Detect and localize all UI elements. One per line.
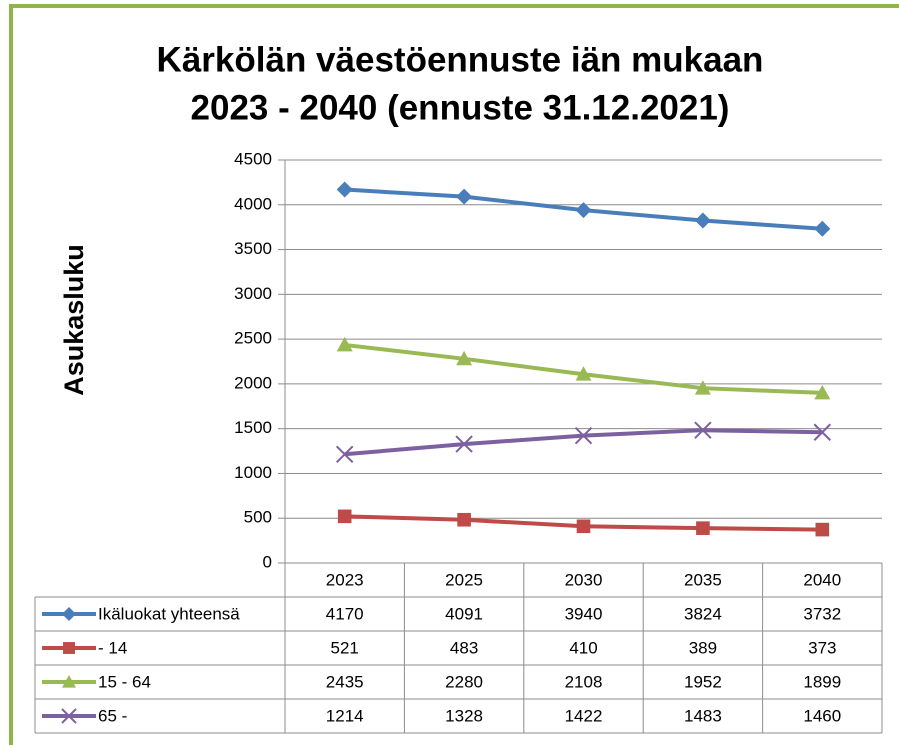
table-value: 2280 (445, 672, 483, 691)
x-tick-label: 2025 (445, 570, 483, 589)
marker (574, 426, 593, 445)
table-value: 3732 (803, 604, 841, 623)
marker (455, 435, 473, 453)
table-value: 4091 (445, 604, 483, 623)
legend-label: 15 - 64 (98, 672, 151, 691)
y-tick-label: 2500 (234, 329, 272, 348)
y-axis-label: Asukasluku (59, 244, 89, 396)
marker (456, 188, 473, 205)
marker (576, 519, 591, 534)
table-value: 2108 (565, 672, 603, 691)
marker (337, 509, 352, 524)
table-value: 4170 (326, 604, 364, 623)
legend-label: Ikäluokat yhteensä (98, 604, 240, 623)
table-value: 483 (450, 638, 478, 657)
marker (575, 202, 592, 219)
marker (456, 350, 473, 366)
table-value: 1483 (684, 706, 722, 725)
table-value: 1460 (803, 706, 841, 725)
y-tick-label: 4000 (234, 194, 272, 213)
marker (815, 522, 830, 537)
table-value: 1214 (326, 706, 364, 725)
y-tick-label: 4500 (234, 149, 272, 168)
marker (814, 384, 831, 400)
legend-marker (61, 708, 77, 724)
x-tick-label: 2035 (684, 570, 722, 589)
marker (694, 380, 711, 395)
y-tick-label: 500 (244, 508, 272, 527)
table-value: 1328 (445, 706, 483, 725)
y-tick-label: 2000 (234, 373, 272, 392)
frame (9, 4, 899, 745)
y-tick-label: 1000 (234, 463, 272, 482)
chart-title: 2023 - 2040 (ennuste 31.12.2021) (191, 88, 730, 127)
marker (336, 336, 353, 352)
table-value: 389 (689, 638, 717, 657)
y-tick-label: 3000 (234, 284, 272, 303)
table-value: 3940 (565, 604, 603, 623)
chart-title: Kärkölän väestöennuste iän mukaan (157, 40, 764, 79)
marker (813, 423, 832, 441)
table-value: 373 (808, 638, 836, 657)
table-value: 410 (569, 638, 597, 657)
table-value: 1952 (684, 672, 722, 691)
table-value: 3824 (684, 604, 722, 623)
marker (336, 181, 353, 198)
table-value: 2435 (326, 672, 364, 691)
y-tick-label: 0 (263, 552, 272, 571)
x-tick-label: 2030 (565, 570, 603, 589)
marker (696, 521, 710, 535)
marker (335, 445, 354, 463)
marker (694, 212, 711, 229)
table-value: 1899 (803, 672, 841, 691)
table-value: 1422 (565, 706, 603, 725)
legend-marker (62, 675, 76, 688)
y-tick-label: 1500 (234, 418, 272, 437)
table-value: 521 (331, 638, 359, 657)
marker (814, 220, 831, 237)
marker (694, 421, 712, 439)
marker (575, 366, 592, 381)
legend-marker (62, 607, 76, 621)
marker (457, 512, 471, 527)
legend-label: 65 - (98, 706, 127, 725)
legend-marker (63, 642, 75, 654)
x-tick-label: 2040 (803, 570, 841, 589)
legend-label: - 14 (98, 638, 127, 657)
x-tick-label: 2023 (326, 570, 364, 589)
y-tick-label: 3500 (234, 239, 272, 258)
